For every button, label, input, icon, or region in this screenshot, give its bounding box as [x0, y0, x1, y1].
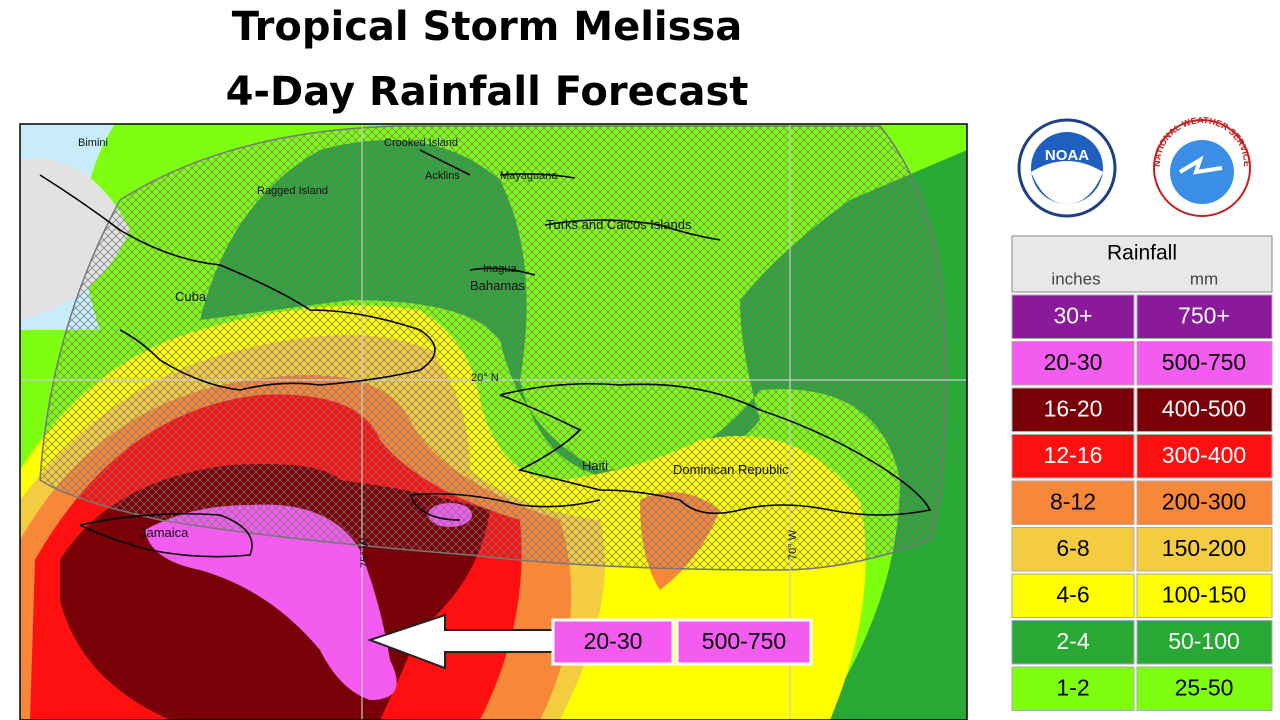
map-label: Inagua — [483, 263, 518, 275]
legend-inches: 6-8 — [1056, 535, 1089, 561]
legend-swatch — [1136, 294, 1273, 339]
legend-swatch — [1136, 666, 1273, 711]
uncertainty-area — [39, 125, 947, 571]
map-label: Bimini — [78, 137, 108, 149]
logo-text: NOAA — [1045, 147, 1089, 164]
legend-swatch — [1011, 527, 1135, 572]
rain-band — [145, 504, 397, 700]
legend: Rainfall inches mm 30+ 750+ 20-30 500-750 16… — [1011, 235, 1273, 711]
legend-swatch — [1011, 341, 1135, 386]
legend-mm: 750+ — [1178, 302, 1230, 328]
legend-swatch — [1136, 387, 1273, 432]
map-label: 70° W — [787, 529, 799, 560]
legend-swatch — [1011, 434, 1135, 479]
legend-swatch — [1136, 434, 1273, 479]
legend-mm: 500-750 — [1162, 349, 1246, 375]
map-label: Mayaguana — [500, 170, 558, 182]
legend-mm: 150-200 — [1162, 535, 1246, 561]
map — [20, 124, 967, 720]
legend-swatch — [1136, 480, 1273, 525]
map-label: Jamaica — [140, 525, 189, 540]
legend-mm: 200-300 — [1162, 488, 1246, 514]
legend-mm: 300-400 — [1162, 442, 1246, 468]
legend-inches: 12-16 — [1044, 442, 1103, 468]
legend-mm: 400-500 — [1162, 395, 1246, 421]
title-line: 4-Day Rainfall Forecast — [226, 69, 749, 115]
callout: 20-30 500-750 — [551, 618, 813, 666]
callout-text: 500-750 — [702, 628, 786, 654]
legend-inches: 20-30 — [1044, 349, 1103, 375]
map-label: Turks and Caicos Islands — [546, 217, 692, 232]
legend-mm: 25-50 — [1175, 674, 1234, 700]
legend-header — [1011, 235, 1273, 293]
map-label: Acklins — [425, 170, 460, 182]
map-label: Bahamas — [470, 278, 525, 293]
noaa-logo: NOAA — [1017, 118, 1117, 218]
legend-mm: 100-150 — [1162, 581, 1246, 607]
legend-swatch — [1011, 620, 1135, 665]
map-label: Ragged Island — [257, 185, 328, 197]
map-label: Crooked Island — [384, 137, 458, 149]
legend-inches: 8-12 — [1050, 488, 1096, 514]
legend-swatch — [1011, 480, 1135, 525]
legend-swatch — [1136, 527, 1273, 572]
callout-cell — [551, 618, 675, 666]
map-frame — [19, 123, 968, 720]
legend-inches: 2-4 — [1056, 628, 1089, 654]
legend-swatch — [1136, 620, 1273, 665]
no-data — [20, 158, 130, 320]
legend-unit: inches — [1051, 269, 1100, 288]
legend-rows: 30+ 750+ 20-30 500-750 16-20 400-500 12-16 300-… — [1011, 294, 1273, 711]
legend-swatch — [1011, 387, 1135, 432]
map-label: Haiti — [582, 458, 608, 473]
coastlines — [39, 149, 932, 558]
title-line: Tropical Storm Melissa — [232, 4, 743, 50]
legend-swatch — [1136, 341, 1273, 386]
map-label: Dominican Republic — [673, 462, 789, 477]
legend-swatch — [1011, 573, 1135, 618]
legend-inches: 4-6 — [1056, 581, 1089, 607]
legend-title: Rainfall — [1107, 242, 1177, 265]
legend-mm: 50-100 — [1168, 628, 1240, 654]
legend-inches: 16-20 — [1044, 395, 1103, 421]
legend-inches: 30+ — [1053, 302, 1092, 328]
legend-unit: mm — [1190, 269, 1218, 288]
map-label: 20° N — [471, 372, 499, 384]
legend-swatch — [1136, 573, 1273, 618]
map-label: Cuba — [175, 289, 207, 304]
map-labels: Bimini Crooked Island Acklins Mayaguana Ragg… — [78, 137, 799, 568]
map-label: 75° W — [359, 537, 371, 568]
legend-swatch — [1011, 666, 1135, 711]
callout-text: 20-30 — [584, 628, 643, 654]
legend-swatch — [1011, 294, 1135, 339]
nws-logo: NATIONAL WEATHER SERVICE — [1152, 115, 1252, 217]
callout-cell — [675, 618, 813, 666]
legend-inches: 1-2 — [1056, 674, 1089, 700]
